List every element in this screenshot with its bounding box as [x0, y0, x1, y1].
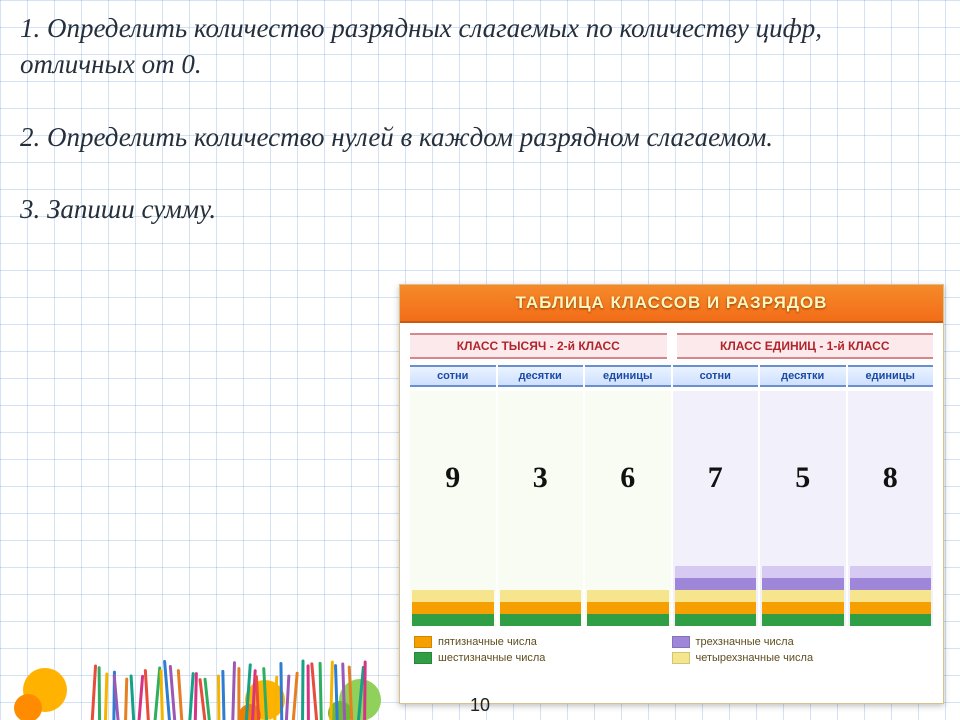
- bar: [675, 566, 757, 578]
- bar: [412, 590, 494, 602]
- column-header: сотни: [673, 365, 759, 387]
- digit: 3: [498, 461, 584, 495]
- legend-swatch: [414, 636, 432, 648]
- column-body: 9: [410, 391, 496, 626]
- bar: [500, 590, 582, 602]
- column-header: сотни: [410, 365, 496, 387]
- bar: [675, 578, 757, 590]
- bar: [850, 590, 932, 602]
- legend-swatch: [672, 636, 690, 648]
- column-body: 6: [585, 391, 671, 626]
- column-header: единицы: [848, 365, 934, 387]
- step-2: 2. Определить количество нулей в каждом …: [20, 119, 935, 155]
- bar: [587, 602, 669, 614]
- bar: [675, 590, 757, 602]
- bar: [412, 614, 494, 626]
- bar: [850, 602, 932, 614]
- digit: 7: [673, 461, 759, 495]
- digit: 9: [410, 461, 496, 495]
- bar: [675, 614, 757, 626]
- column: единицы 6: [585, 365, 671, 626]
- column-header: десятки: [760, 365, 846, 387]
- column: сотни 7: [673, 365, 759, 626]
- digit: 6: [585, 461, 671, 495]
- bar-stack: [500, 590, 582, 626]
- bar: [762, 590, 844, 602]
- digit: 8: [848, 461, 934, 495]
- legend-label: четырехзначные числа: [696, 652, 814, 664]
- step-3: 3. Запиши сумму.: [20, 191, 935, 227]
- bar: [587, 614, 669, 626]
- bar: [412, 602, 494, 614]
- class-units: КЛАСС ЕДИНИЦ - 1-й КЛАСС: [677, 333, 934, 359]
- step-1: 1. Определить количество разрядных слага…: [20, 10, 935, 83]
- legend-label: пятизначные числа: [438, 636, 537, 648]
- bar: [587, 590, 669, 602]
- bar-stack: [850, 566, 932, 626]
- column-header: единицы: [585, 365, 671, 387]
- column: десятки 5: [760, 365, 846, 626]
- bar: [762, 614, 844, 626]
- column: десятки 3: [498, 365, 584, 626]
- column-body: 5: [760, 391, 846, 626]
- bar-stack: [675, 566, 757, 626]
- column: единицы 8: [848, 365, 934, 626]
- instructions: 1. Определить количество разрядных слага…: [20, 10, 935, 264]
- place-value-table: ТАБЛИЦА КЛАССОВ И РАЗРЯДОВ КЛАСС ТЫСЯЧ -…: [399, 284, 944, 704]
- bar: [675, 602, 757, 614]
- column-body: 8: [848, 391, 934, 626]
- table-title: ТАБЛИЦА КЛАССОВ И РАЗРЯДОВ: [400, 285, 943, 323]
- legend-label: трехзначные числа: [696, 636, 794, 648]
- bar: [762, 578, 844, 590]
- legend-label: шестизначные числа: [438, 652, 545, 664]
- legend-item: четырехзначные числа: [672, 652, 930, 664]
- bar-stack: [762, 566, 844, 626]
- legend-item: шестизначные числа: [414, 652, 672, 664]
- legend-swatch: [672, 652, 690, 664]
- legend: пятизначные числа трехзначные числа шестиз…: [414, 636, 929, 668]
- column-body: 7: [673, 391, 759, 626]
- class-row: КЛАСС ТЫСЯЧ - 2-й КЛАСС КЛАСС ЕДИНИЦ - 1…: [410, 333, 933, 359]
- bar: [500, 602, 582, 614]
- column-header: десятки: [498, 365, 584, 387]
- column-body: 3: [498, 391, 584, 626]
- column: сотни 9: [410, 365, 496, 626]
- bar-stack: [587, 590, 669, 626]
- legend-swatch: [414, 652, 432, 664]
- bar: [850, 578, 932, 590]
- columns: сотни9десятки3единицы6сотни7десятки5един…: [410, 365, 933, 626]
- legend-item: трехзначные числа: [672, 636, 930, 648]
- bar: [762, 602, 844, 614]
- bar: [762, 566, 844, 578]
- bar: [500, 614, 582, 626]
- class-thousands: КЛАСС ТЫСЯЧ - 2-й КЛАСС: [410, 333, 667, 359]
- legend-item: пятизначные числа: [414, 636, 672, 648]
- page-number: 10: [0, 695, 960, 716]
- bar: [850, 566, 932, 578]
- bar: [850, 614, 932, 626]
- bar-stack: [412, 590, 494, 626]
- digit: 5: [760, 461, 846, 495]
